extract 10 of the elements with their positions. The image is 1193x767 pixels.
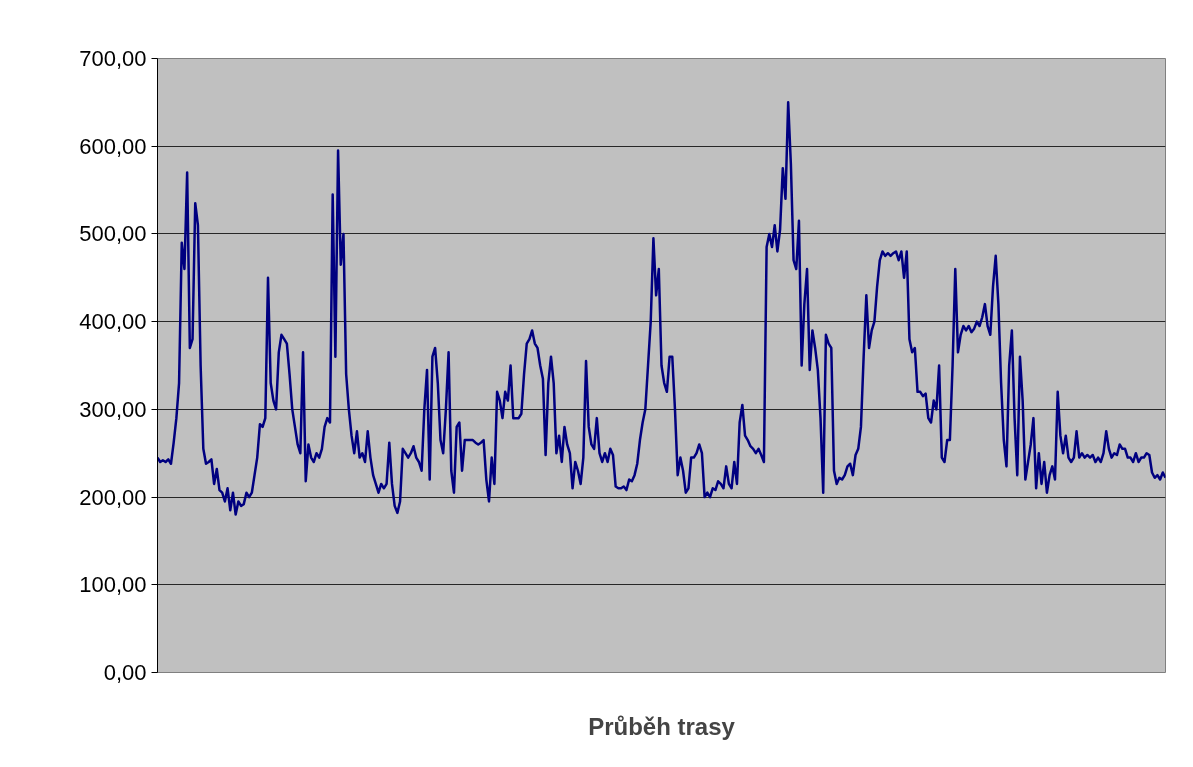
y-tick-label: 0,00 xyxy=(103,660,147,685)
y-tick-label: 700,00 xyxy=(79,46,147,71)
line-series xyxy=(157,101,1166,516)
y-tick-label: 400,00 xyxy=(79,309,147,335)
y-tick-label: 200,00 xyxy=(79,484,147,510)
y-tick-label: 500,00 xyxy=(79,221,147,247)
x-axis-title: Průběh trasy xyxy=(588,712,736,740)
y-tick-label: 600,00 xyxy=(79,133,147,159)
y-tick-label: 100,00 xyxy=(79,572,147,598)
y-tick-label: 300,00 xyxy=(79,396,147,422)
